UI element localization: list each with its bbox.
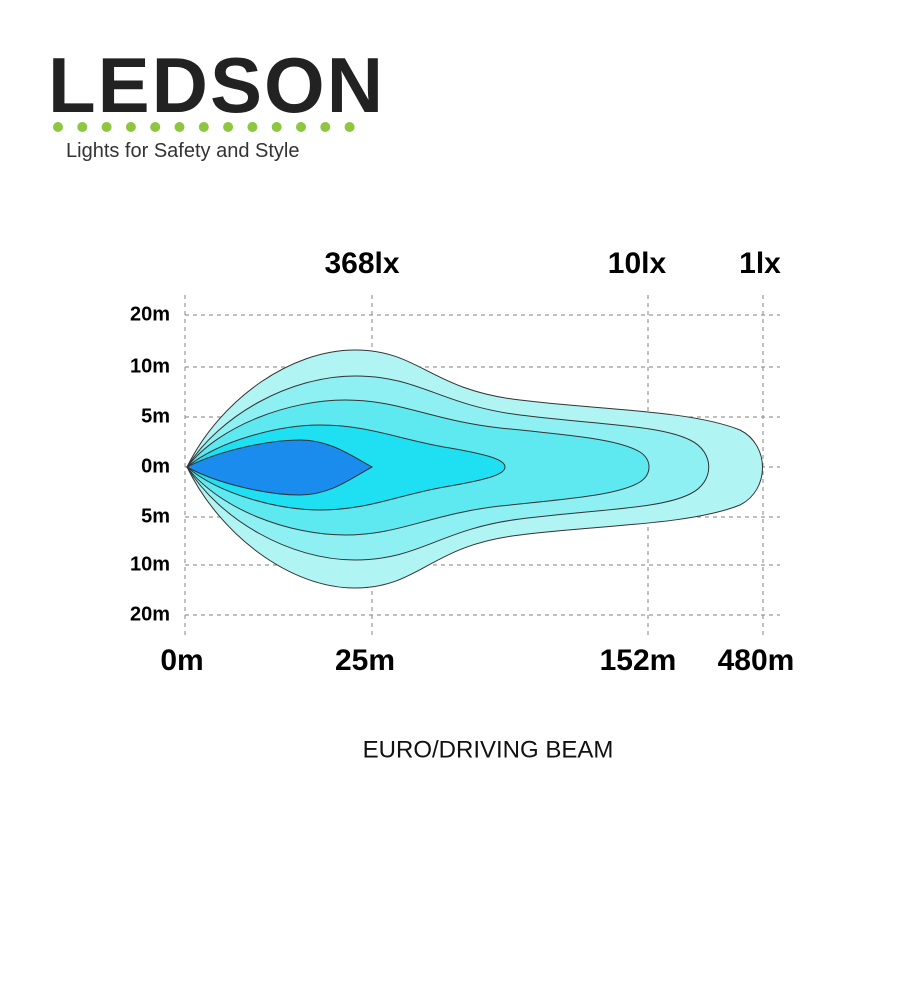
logo-dots (53, 122, 355, 132)
width-label: 20m (130, 303, 170, 325)
lux-label: 1lx (739, 247, 781, 280)
width-label: 5m (141, 505, 170, 527)
caption: EURO/DRIVING BEAM (363, 736, 614, 763)
logo-name: LEDSON (48, 41, 385, 129)
logo-dot (296, 122, 306, 132)
logo-dot (320, 122, 331, 132)
logo-dot (101, 122, 112, 132)
distance-label: 25m (335, 644, 395, 677)
logo-dot (125, 122, 136, 132)
logo-dot (271, 122, 282, 132)
logo-dot (247, 122, 258, 132)
logo-tagline: Lights for Safety and Style (66, 140, 299, 162)
logo-dot (344, 122, 355, 132)
logo-dot (150, 122, 161, 132)
lux-label: 10lx (608, 247, 667, 280)
beam-pattern (185, 349, 763, 589)
logo-dot (223, 122, 234, 132)
logo-dot (198, 122, 209, 132)
logo-dot (174, 122, 185, 132)
width-label: 20m (130, 603, 170, 625)
lux-label: 368lx (324, 247, 399, 280)
width-label: 10m (130, 553, 170, 575)
distance-label: 152m (600, 644, 677, 677)
distance-label: 480m (718, 644, 795, 677)
width-label: 0m (141, 455, 170, 477)
logo-dot (53, 122, 63, 132)
width-label: 10m (130, 355, 170, 377)
distance-label: 0m (160, 644, 203, 677)
width-label: 5m (141, 405, 170, 427)
logo-dot (77, 122, 88, 132)
